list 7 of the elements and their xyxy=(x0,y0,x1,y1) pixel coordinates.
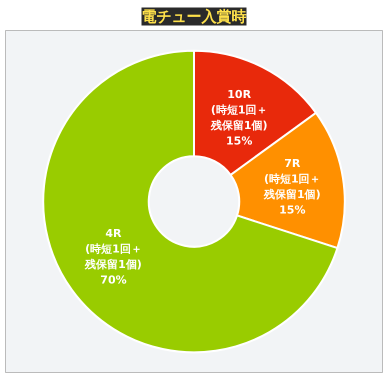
slice-label: 10R (時短1回＋残保留1個) xyxy=(210,88,268,132)
data-label: 15% xyxy=(226,134,252,148)
slice-label: 7R (時短1回＋残保留1個) xyxy=(262,156,321,202)
data-label: 70% xyxy=(100,274,127,287)
slice-label: 4R (時短1回＋残保留1個) xyxy=(84,226,142,272)
chart-title: 電チュー入賞時 xyxy=(142,8,246,26)
data-label: 15% xyxy=(279,204,306,217)
